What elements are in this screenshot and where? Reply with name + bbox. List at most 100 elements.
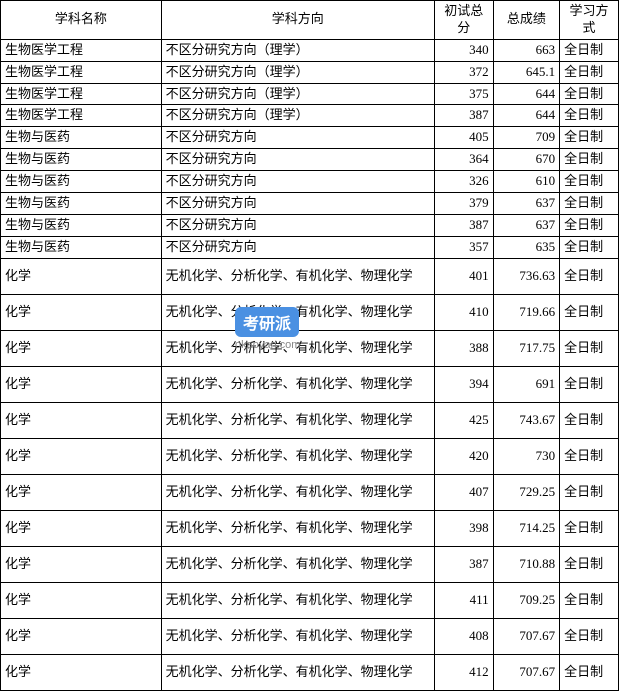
cell-direction: 无机化学、分析化学、有机化学、物理化学 xyxy=(161,258,434,294)
col-header-subject: 学科名称 xyxy=(1,1,162,40)
cell-mode: 全日制 xyxy=(560,39,619,61)
cell-subject: 生物与医药 xyxy=(1,236,162,258)
cell-score1: 387 xyxy=(434,105,493,127)
table-row: 生物与医药不区分研究方向379637全日制 xyxy=(1,193,619,215)
cell-direction: 不区分研究方向 xyxy=(161,171,434,193)
cell-mode: 全日制 xyxy=(560,294,619,330)
cell-score1: 412 xyxy=(434,654,493,690)
cell-mode: 全日制 xyxy=(560,193,619,215)
table-row: 化学无机化学、分析化学、有机化学、物理化学401736.63全日制 xyxy=(1,258,619,294)
table-row: 生物与医药不区分研究方向326610全日制 xyxy=(1,171,619,193)
cell-score2: 743.67 xyxy=(493,402,559,438)
cell-score1: 379 xyxy=(434,193,493,215)
cell-score2: 729.25 xyxy=(493,474,559,510)
cell-score1: 425 xyxy=(434,402,493,438)
table-row: 化学无机化学、分析化学、有机化学、物理化学407729.25全日制 xyxy=(1,474,619,510)
cell-score2: 707.67 xyxy=(493,654,559,690)
col-header-mode: 学习方式 xyxy=(560,1,619,40)
cell-subject: 化学 xyxy=(1,546,162,582)
cell-mode: 全日制 xyxy=(560,582,619,618)
cell-score1: 357 xyxy=(434,236,493,258)
cell-mode: 全日制 xyxy=(560,105,619,127)
table-row: 化学无机化学、分析化学、有机化学、物理化学411709.25全日制 xyxy=(1,582,619,618)
cell-mode: 全日制 xyxy=(560,83,619,105)
cell-score2: 709 xyxy=(493,127,559,149)
table-row: 化学无机化学、分析化学、有机化学、物理化学387710.88全日制 xyxy=(1,546,619,582)
table-header-row: 学科名称 学科方向 初试总分 总成绩 学习方式 xyxy=(1,1,619,40)
cell-score2: 663 xyxy=(493,39,559,61)
cell-score1: 411 xyxy=(434,582,493,618)
cell-subject: 化学 xyxy=(1,474,162,510)
cell-score2: 714.25 xyxy=(493,510,559,546)
col-header-score1: 初试总分 xyxy=(434,1,493,40)
cell-mode: 全日制 xyxy=(560,402,619,438)
cell-score1: 410 xyxy=(434,294,493,330)
table-row: 生物与医药不区分研究方向357635全日制 xyxy=(1,236,619,258)
cell-mode: 全日制 xyxy=(560,258,619,294)
cell-mode: 全日制 xyxy=(560,366,619,402)
cell-subject: 生物医学工程 xyxy=(1,105,162,127)
cell-direction: 无机化学、分析化学、有机化学、物理化学 xyxy=(161,546,434,582)
cell-score1: 398 xyxy=(434,510,493,546)
cell-subject: 化学 xyxy=(1,438,162,474)
cell-score1: 326 xyxy=(434,171,493,193)
cell-mode: 全日制 xyxy=(560,546,619,582)
cell-direction: 不区分研究方向 xyxy=(161,149,434,171)
cell-score2: 670 xyxy=(493,149,559,171)
cell-direction: 无机化学、分析化学、有机化学、物理化学 xyxy=(161,294,434,330)
cell-score2: 707.67 xyxy=(493,618,559,654)
table-row: 化学无机化学、分析化学、有机化学、物理化学408707.67全日制 xyxy=(1,618,619,654)
cell-score2: 736.63 xyxy=(493,258,559,294)
cell-subject: 化学 xyxy=(1,582,162,618)
cell-subject: 化学 xyxy=(1,654,162,690)
cell-direction: 无机化学、分析化学、有机化学、物理化学 xyxy=(161,582,434,618)
cell-mode: 全日制 xyxy=(560,171,619,193)
table-row: 化学无机化学、分析化学、有机化学、物理化学412707.67全日制 xyxy=(1,654,619,690)
cell-subject: 生物医学工程 xyxy=(1,39,162,61)
cell-subject: 生物与医药 xyxy=(1,171,162,193)
cell-direction: 无机化学、分析化学、有机化学、物理化学 xyxy=(161,438,434,474)
cell-mode: 全日制 xyxy=(560,438,619,474)
table-row: 化学无机化学、分析化学、有机化学、物理化学398714.25全日制 xyxy=(1,510,619,546)
table-row: 生物医学工程不区分研究方向（理学）372645.1全日制 xyxy=(1,61,619,83)
cell-score1: 388 xyxy=(434,330,493,366)
table-row: 生物医学工程不区分研究方向（理学）340663全日制 xyxy=(1,39,619,61)
cell-mode: 全日制 xyxy=(560,510,619,546)
cell-score1: 407 xyxy=(434,474,493,510)
table-row: 化学无机化学、分析化学、有机化学、物理化学394691全日制 xyxy=(1,366,619,402)
cell-direction: 不区分研究方向（理学） xyxy=(161,39,434,61)
cell-direction: 不区分研究方向（理学） xyxy=(161,105,434,127)
cell-score1: 340 xyxy=(434,39,493,61)
cell-subject: 生物医学工程 xyxy=(1,61,162,83)
cell-score2: 710.88 xyxy=(493,546,559,582)
cell-score1: 387 xyxy=(434,546,493,582)
cell-score2: 645.1 xyxy=(493,61,559,83)
cell-score2: 637 xyxy=(493,193,559,215)
cell-direction: 不区分研究方向（理学） xyxy=(161,83,434,105)
cell-score2: 644 xyxy=(493,105,559,127)
table-row: 生物与医药不区分研究方向364670全日制 xyxy=(1,149,619,171)
cell-mode: 全日制 xyxy=(560,474,619,510)
cell-subject: 化学 xyxy=(1,510,162,546)
table-row: 生物医学工程不区分研究方向（理学）387644全日制 xyxy=(1,105,619,127)
cell-score2: 717.75 xyxy=(493,330,559,366)
cell-mode: 全日制 xyxy=(560,127,619,149)
table-row: 化学无机化学、分析化学、有机化学、物理化学425743.67全日制 xyxy=(1,402,619,438)
cell-subject: 化学 xyxy=(1,618,162,654)
cell-score2: 709.25 xyxy=(493,582,559,618)
cell-direction: 无机化学、分析化学、有机化学、物理化学 xyxy=(161,474,434,510)
cell-mode: 全日制 xyxy=(560,149,619,171)
cell-subject: 化学 xyxy=(1,330,162,366)
table-row: 生物与医药不区分研究方向387637全日制 xyxy=(1,214,619,236)
cell-score1: 394 xyxy=(434,366,493,402)
table-row: 生物医学工程不区分研究方向（理学）375644全日制 xyxy=(1,83,619,105)
col-header-direction: 学科方向 xyxy=(161,1,434,40)
cell-direction: 无机化学、分析化学、有机化学、物理化学 xyxy=(161,618,434,654)
table-row: 生物与医药不区分研究方向405709全日制 xyxy=(1,127,619,149)
cell-score1: 405 xyxy=(434,127,493,149)
cell-mode: 全日制 xyxy=(560,214,619,236)
cell-subject: 生物与医药 xyxy=(1,149,162,171)
table-row: 化学无机化学、分析化学、有机化学、物理化学410719.66全日制 xyxy=(1,294,619,330)
cell-score1: 372 xyxy=(434,61,493,83)
cell-score2: 610 xyxy=(493,171,559,193)
